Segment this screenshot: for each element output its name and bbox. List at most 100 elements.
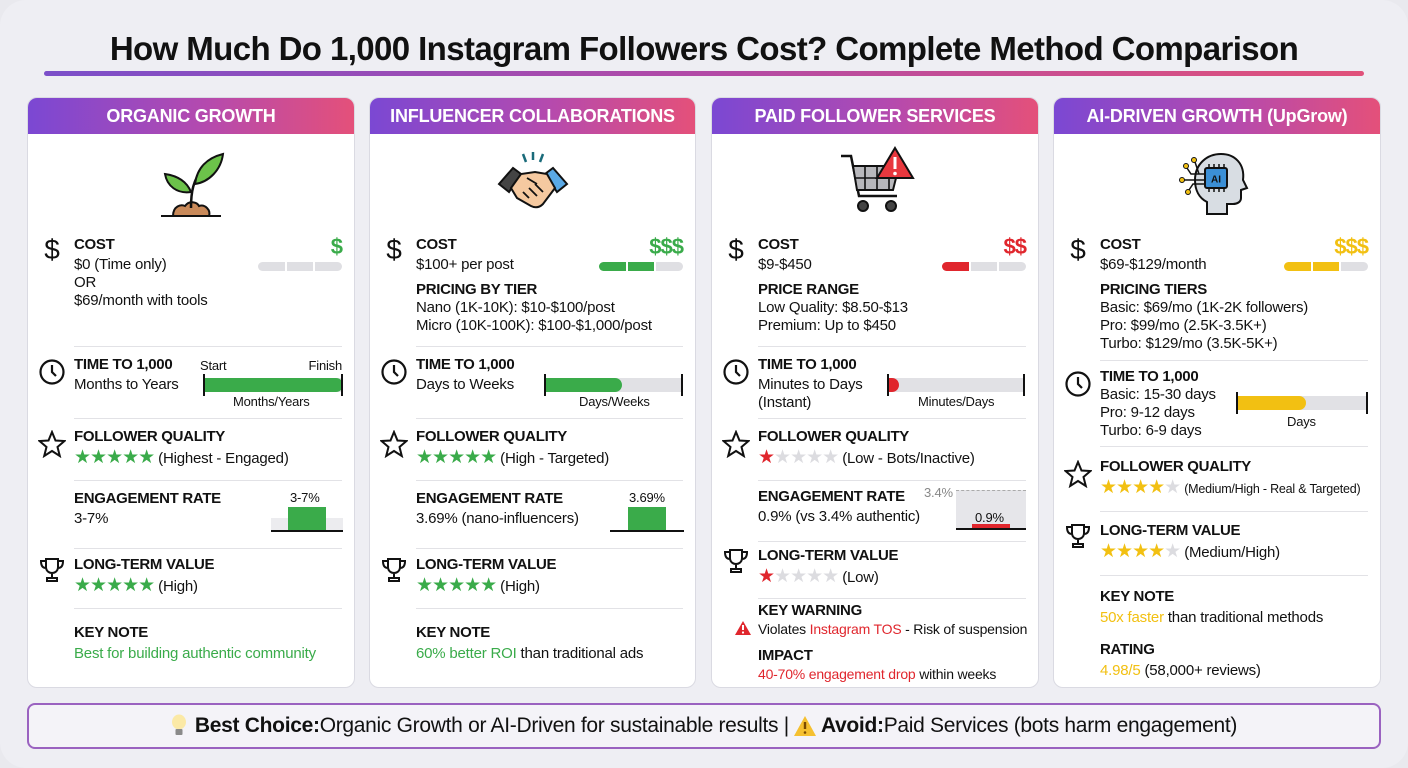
clock-icon [723,359,749,385]
star-outline-icon [1064,460,1092,488]
avoid-label: Avoid: [820,714,884,737]
quality-label: FOLLOWER QUALITY [416,428,568,445]
dollar-icon: $ [728,234,744,265]
engagement-ref-label: 3.4% [924,485,953,500]
engagement-bar [628,507,666,530]
pricing-tier-pro: Pro: $99/mo (2.5K-3.5K+) [1100,317,1267,334]
trophy-icon [1065,524,1091,548]
divider [1100,511,1368,512]
divider [74,608,342,609]
dollar-icon: $ [386,234,402,265]
long-term-label: LONG-TERM VALUE [758,547,899,564]
key-note-label: KEY NOTE [74,624,149,641]
card-header: PAID FOLLOWER SERVICES [712,98,1038,134]
star-outline-icon [722,430,750,458]
time-value: Days to Weeks [416,376,514,393]
long-term-label: LONG-TERM VALUE [74,556,215,573]
long-term-stars: ★★★★★ (High) [74,575,198,596]
clock-icon [381,359,407,385]
card-ai-driven-growth: AI-DRIVEN GROWTH (UpGrow) AI $ COST $69-… [1053,97,1381,688]
divider [74,548,342,549]
cost-dollar-rating: $ [330,234,343,259]
best-choice-text: Organic Growth or AI-Driven for sustaina… [319,714,790,737]
page-title: How Much Do 1,000 Instagram Followers Co… [109,30,1299,67]
trophy-icon [723,549,749,573]
key-note-text: Best for building authentic community [74,645,316,662]
impact-text: 40-70% engagement drop within weeks [758,666,997,682]
time-bar-caption: Days [1287,414,1316,429]
divider [1100,575,1368,576]
pricing-tier-basic: Basic: $69/mo (1K-2K followers) [1100,299,1309,316]
cart-warning-icon [841,146,915,212]
cost-bar [1284,262,1369,271]
divider [1100,446,1368,447]
divider [74,418,342,419]
divider [758,418,1026,419]
rating-label: RATING [1100,641,1155,658]
warning-icon [793,716,816,736]
cost-dollar-rating: $$$ [1334,234,1369,259]
price-range-low: Low Quality: $8.50-$13 [758,299,908,316]
engagement-bar-label: 3.69% [629,490,665,505]
cost-bar [942,262,1027,271]
time-bar-caption: Months/Years [233,394,310,409]
time-turbo: Turbo: 6-9 days [1100,422,1202,439]
long-term-stars: ★★★★★ (High) [416,575,540,596]
pricing-tier-nano: Nano (1K-10K): $10-$100/post [416,299,615,316]
cost-value-tools: $69/month with tools [74,292,208,309]
avoid-text: Paid Services (bots harm engagement) [883,714,1238,737]
recommendation-banner: Best Choice: Organic Growth or AI-Driven… [27,703,1381,749]
time-bar-start: Start [200,358,227,373]
card-header: AI-DRIVEN GROWTH (UpGrow) [1054,98,1380,134]
key-warning-text: Violates Instagram TOS - Risk of suspens… [758,621,1028,637]
engagement-ref-area [956,490,1026,528]
cost-label: COST [758,236,799,253]
trophy-icon [381,558,407,582]
time-label: TIME TO 1,000 [758,356,857,373]
key-note-text: 60% better ROI than traditional ads [416,645,644,662]
time-bar-caption: Minutes/Days [918,394,995,409]
quality-label: FOLLOWER QUALITY [74,428,226,445]
handshake-icon [497,152,568,209]
time-progress-bar [1236,392,1368,414]
price-range-premium: Premium: Up to $450 [758,317,896,334]
pricing-tiers-label: PRICING TIERS [1100,281,1207,298]
engagement-bar [288,507,326,530]
price-range-label: PRICE RANGE [758,281,859,298]
trophy-icon [39,558,65,582]
impact-label: IMPACT [758,647,813,664]
key-note-text: 50x faster than traditional methods [1100,609,1324,626]
engagement-label: ENGAGEMENT RATE [416,490,563,507]
clock-icon [39,359,65,385]
cost-dollar-rating: $$$ [649,234,684,259]
dollar-icon: $ [44,234,60,265]
key-note-label: KEY NOTE [416,624,491,641]
svg-text:AI: AI [1211,175,1221,186]
time-label: TIME TO 1,000 [74,356,173,373]
engagement-value: 3-7% [74,510,109,527]
divider [1100,360,1368,361]
cost-value: $69-$129/month [1100,256,1207,273]
cost-bar [258,262,343,271]
cost-value: $100+ per post [416,256,514,273]
dollar-icon: $ [1070,234,1086,265]
title-underline [44,71,1364,76]
quality-stars: ★★★★★ (Highest - Engaged) [74,447,289,468]
divider [758,541,1026,542]
divider [74,480,342,481]
best-choice-label: Best Choice: [194,714,320,737]
card-header: ORGANIC GROWTH [28,98,354,134]
card-influencer-collaborations: INFLUENCER COLLABORATIONS $ COST $100+ p… [369,97,696,688]
divider [416,480,683,481]
time-label: TIME TO 1,000 [416,356,515,373]
time-value: Minutes to Days [758,376,863,393]
time-progress-bar [203,374,343,396]
long-term-label: LONG-TERM VALUE [1100,522,1241,539]
engagement-label: ENGAGEMENT RATE [74,490,221,507]
card-header: INFLUENCER COLLABORATIONS [370,98,695,134]
cost-value: $0 (Time only) [74,256,167,273]
time-basic: Basic: 15-30 days [1100,386,1216,403]
warning-icon [735,621,751,635]
quality-stars: ★★★★★ (Low - Bots/Inactive) [758,447,975,468]
